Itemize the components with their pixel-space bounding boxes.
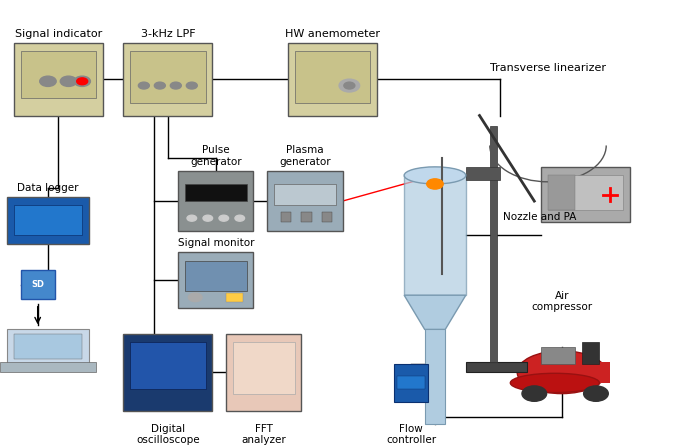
Circle shape [339,79,360,92]
Bar [295,51,370,103]
Circle shape [235,215,245,221]
Text: Signal indicator: Signal indicator [14,29,102,38]
FancyBboxPatch shape [404,175,466,295]
Bar [185,261,247,291]
Text: Data logger: Data logger [17,182,79,193]
Circle shape [344,82,355,89]
Circle shape [522,386,547,401]
Text: FFT
analyzer: FFT analyzer [241,424,286,445]
Text: Air
compressor: Air compressor [531,291,593,312]
FancyBboxPatch shape [123,334,212,411]
Text: SD: SD [32,280,44,289]
Circle shape [60,76,77,87]
FancyBboxPatch shape [123,43,212,116]
Bar [185,184,247,201]
Text: Nozzle and PA: Nozzle and PA [503,212,577,223]
FancyBboxPatch shape [178,252,253,308]
Ellipse shape [404,167,466,184]
Bar [130,51,206,103]
Circle shape [427,179,443,189]
Circle shape [186,82,197,89]
Bar [130,342,206,389]
Bar [548,175,575,210]
Bar [322,212,332,223]
FancyBboxPatch shape [14,43,103,116]
Circle shape [40,76,56,87]
FancyBboxPatch shape [21,269,55,299]
Ellipse shape [510,373,599,392]
Bar [582,342,599,363]
FancyBboxPatch shape [226,334,301,411]
Circle shape [188,293,202,301]
Text: Pulse
generator: Pulse generator [190,145,242,167]
Circle shape [219,215,229,221]
Text: Transverse linearizer: Transverse linearizer [490,63,606,73]
Bar [301,212,312,223]
Ellipse shape [517,351,606,394]
Circle shape [203,215,212,221]
Bar [425,330,445,424]
Bar [226,293,243,301]
Text: Signal monitor: Signal monitor [177,238,254,248]
FancyBboxPatch shape [178,171,253,231]
Circle shape [77,78,88,85]
Circle shape [187,215,197,221]
Bar [21,51,96,99]
FancyBboxPatch shape [541,167,630,223]
Circle shape [154,82,165,89]
Bar [397,376,425,389]
Text: Flow
controller: Flow controller [386,424,436,445]
FancyBboxPatch shape [267,171,342,231]
Bar [466,167,500,180]
Bar [521,362,610,383]
Bar [466,362,527,372]
Circle shape [138,82,149,89]
Circle shape [584,386,608,401]
Bar [0,362,96,372]
Bar [7,330,89,363]
Text: 3-kHz LPF: 3-kHz LPF [140,29,195,38]
Bar [14,205,82,235]
Text: Digital
oscilloscope: Digital oscilloscope [136,424,199,445]
Bar [14,334,82,359]
Bar [490,126,497,362]
Text: Plasma
generator: Plasma generator [279,145,331,167]
Text: HW anemometer: HW anemometer [285,29,379,38]
Polygon shape [404,295,466,330]
FancyBboxPatch shape [7,197,89,244]
Bar [233,342,295,394]
Circle shape [171,82,182,89]
Bar [281,212,291,223]
Circle shape [74,76,90,87]
Bar [541,347,575,363]
FancyBboxPatch shape [288,43,377,116]
Bar [394,363,428,402]
Bar [274,184,336,205]
Bar [548,175,623,210]
